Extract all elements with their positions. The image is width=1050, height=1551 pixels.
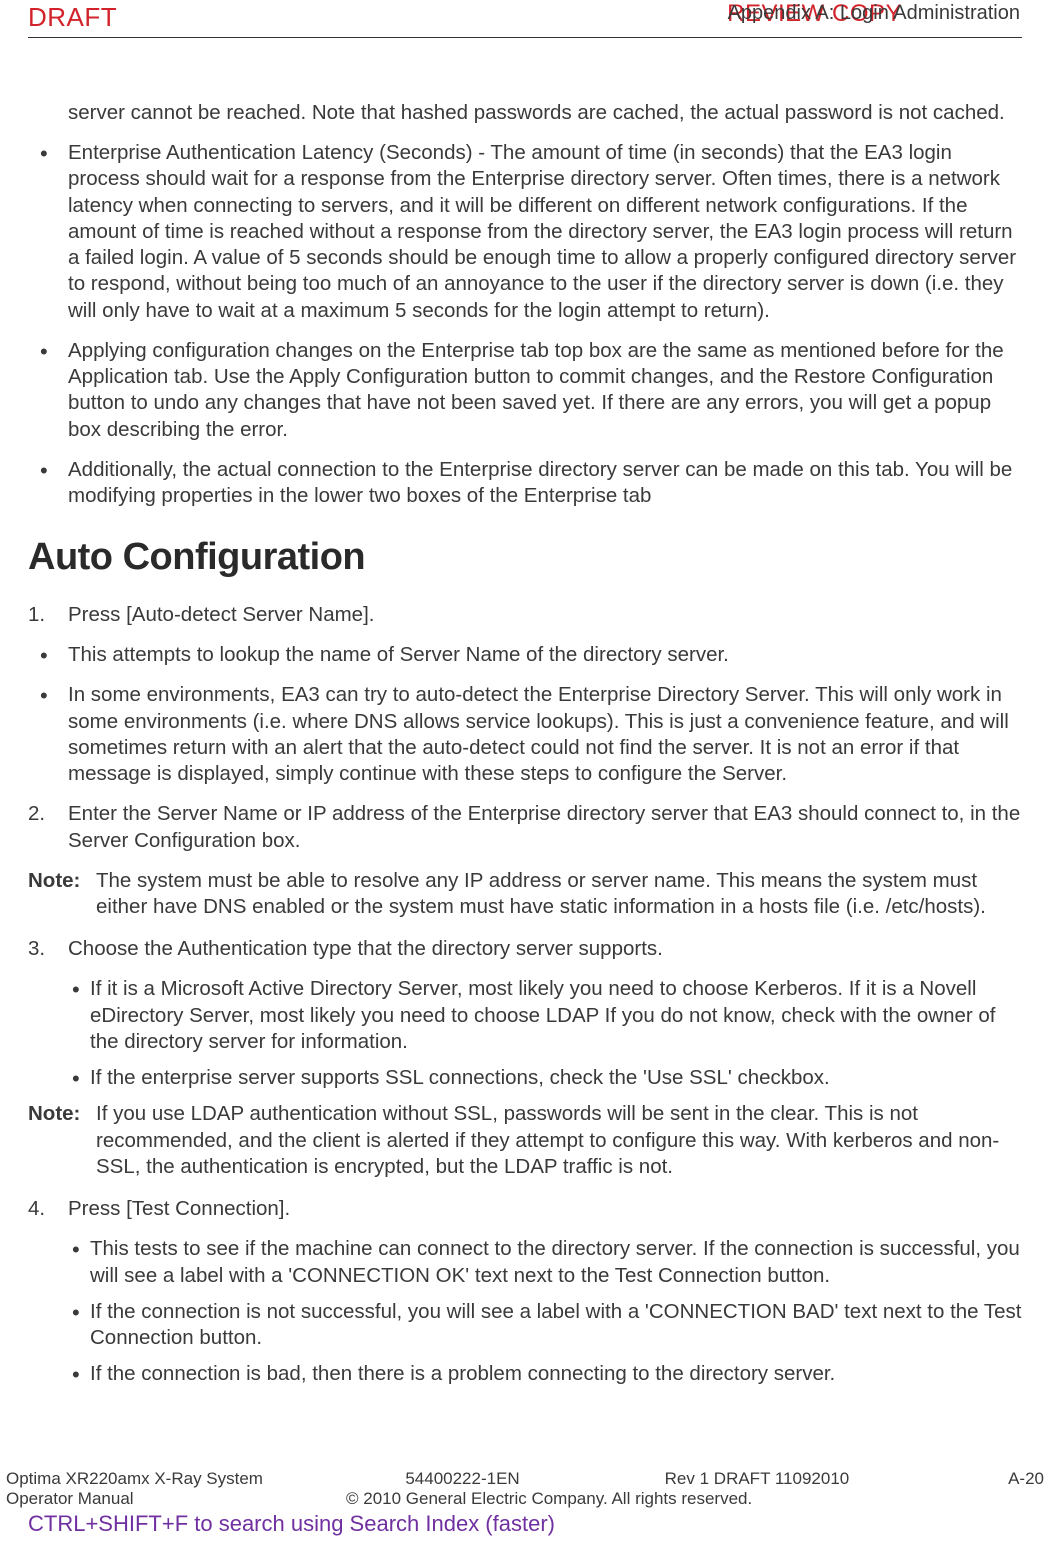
note-text: If you use LDAP authentication without S… (96, 1101, 1022, 1180)
page-header: DRAFT REVIEW COPY Appendix A: Login Admi… (28, 0, 1022, 38)
note-2: Note: If you use LDAP authentication wit… (28, 1101, 1022, 1180)
step-list-3: Choose the Authentication type that the … (28, 936, 1022, 962)
draft-watermark: DRAFT (28, 2, 117, 33)
step-list-4: Press [Test Connection]. (28, 1196, 1022, 1222)
list-item: If it is a Microsoft Active Directory Se… (90, 976, 1022, 1055)
step4-sub-bullets: This tests to see if the machine can con… (28, 1236, 1022, 1387)
step-list: Press [Auto-detect Server Name]. (28, 602, 1022, 628)
page-content: server cannot be reached. Note that hash… (28, 38, 1022, 1388)
top-bullet-list: Enterprise Authentication Latency (Secon… (28, 140, 1022, 509)
step-1: Press [Auto-detect Server Name]. (68, 602, 1022, 628)
list-item: If the connection is not successful, you… (90, 1299, 1022, 1351)
step-2: Enter the Server Name or IP address of t… (68, 801, 1022, 853)
step3-sub-bullets: If it is a Microsoft Active Directory Se… (28, 976, 1022, 1091)
section-heading: Auto Configuration (28, 533, 1022, 582)
note-label: Note: (28, 1101, 96, 1180)
page-footer: Optima XR220amx X-Ray System 54400222-1E… (0, 1469, 1050, 1537)
step1-bullets: This attempts to lookup the name of Serv… (28, 642, 1022, 787)
footer-page-number: A-20 (984, 1469, 1044, 1489)
list-item: If the connection is bad, then there is … (90, 1361, 1022, 1387)
note-1: Note: The system must be able to resolve… (28, 868, 1022, 920)
footer-product: Optima XR220amx X-Ray System (6, 1469, 346, 1489)
footer-docnum: 54400222-1EN (405, 1469, 605, 1489)
search-hint: CTRL+SHIFT+F to search using Search Inde… (6, 1511, 1044, 1537)
note-label: Note: (28, 868, 96, 920)
step-4: Press [Test Connection]. (68, 1196, 1022, 1222)
footer-manual: Operator Manual (6, 1489, 346, 1509)
list-item: This tests to see if the machine can con… (90, 1236, 1022, 1288)
list-item: In some environments, EA3 can try to aut… (68, 682, 1022, 787)
footer-revision: Rev 1 DRAFT 11092010 (665, 1469, 925, 1489)
list-item: Additionally, the actual connection to t… (68, 457, 1022, 509)
list-item: Applying configuration changes on the En… (68, 338, 1022, 443)
list-item: This attempts to lookup the name of Serv… (68, 642, 1022, 668)
list-item: If the enterprise server supports SSL co… (90, 1065, 1022, 1091)
list-item: Enterprise Authentication Latency (Secon… (68, 140, 1022, 324)
step-list-2: Enter the Server Name or IP address of t… (28, 801, 1022, 853)
step-3: Choose the Authentication type that the … (68, 936, 1022, 962)
intro-paragraph: server cannot be reached. Note that hash… (28, 100, 1022, 126)
note-text: The system must be able to resolve any I… (96, 868, 1022, 920)
appendix-title: Appendix A: Login Administration (728, 2, 1020, 25)
footer-copyright: © 2010 General Electric Company. All rig… (346, 1489, 1044, 1509)
